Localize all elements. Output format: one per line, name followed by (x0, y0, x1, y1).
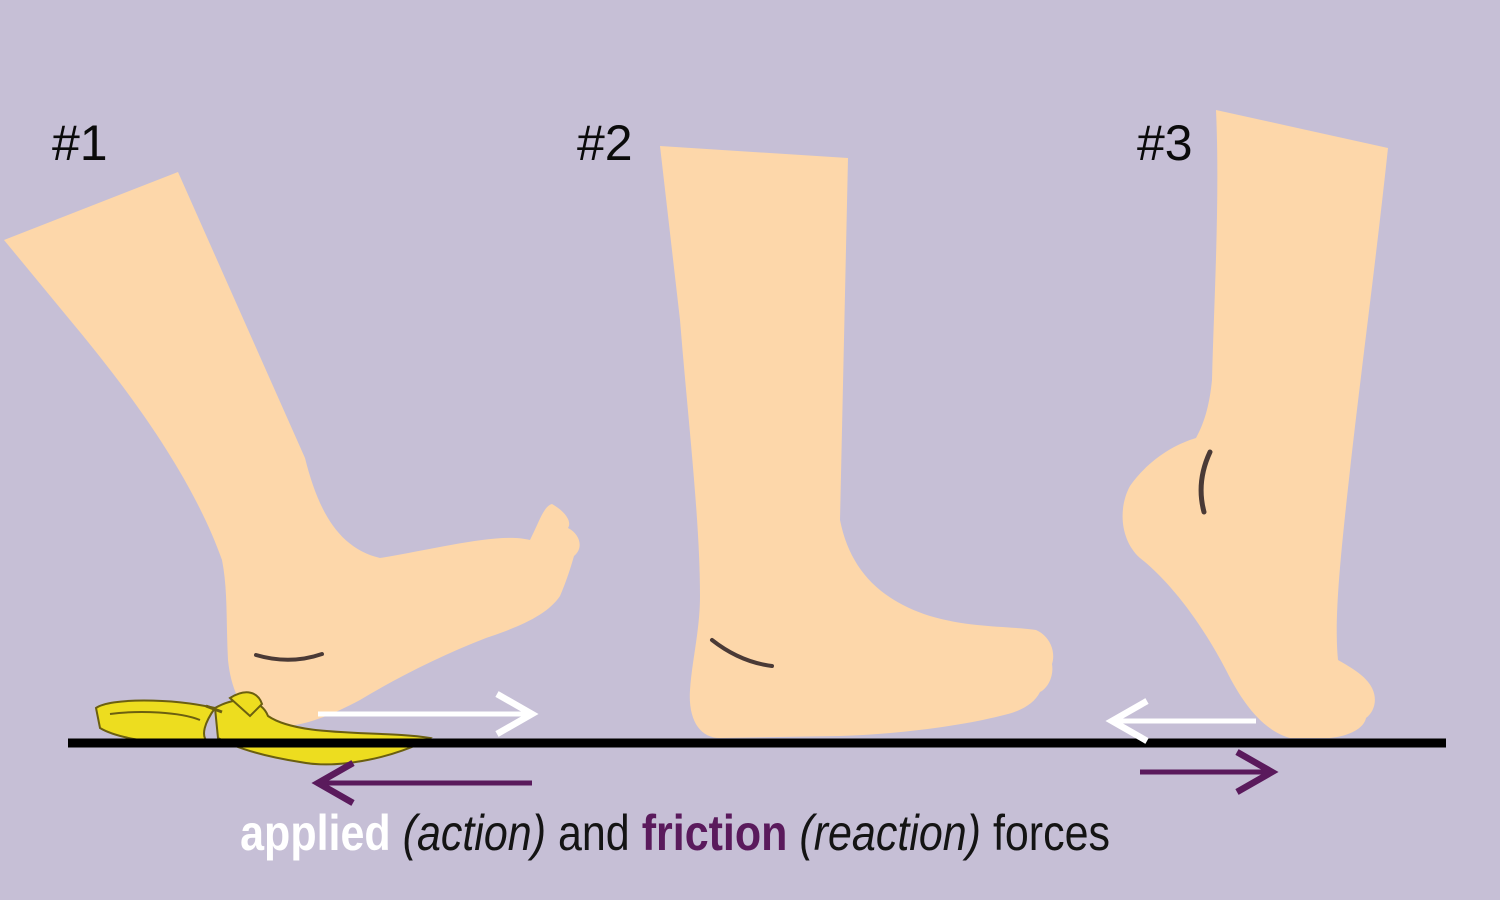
caption-reaction: (reaction) (799, 805, 981, 861)
foot-1-ankle-line (254, 652, 324, 662)
foot-2 (660, 146, 1054, 738)
step-label-3: #3 (1137, 115, 1193, 171)
foot-3-shape (1122, 110, 1388, 738)
step-label-1: #1 (52, 115, 108, 171)
foot-1-shape (4, 172, 580, 727)
foot-1 (4, 172, 580, 727)
caption-friction: friction (641, 805, 788, 861)
foot-2-shape (660, 146, 1054, 738)
caption-and: and (557, 805, 630, 861)
caption-applied: applied (240, 805, 391, 861)
foot-2-ankle-line (710, 638, 774, 668)
caption-action: (action) (402, 805, 547, 861)
foot-3-ankle-line (1198, 449, 1213, 515)
caption-forces: forces (992, 805, 1111, 861)
foot-3 (1122, 110, 1388, 738)
caption: applied (action) and friction (reaction)… (0, 808, 1350, 858)
banana-peel-icon (94, 691, 433, 766)
step-label-2: #2 (577, 115, 633, 171)
